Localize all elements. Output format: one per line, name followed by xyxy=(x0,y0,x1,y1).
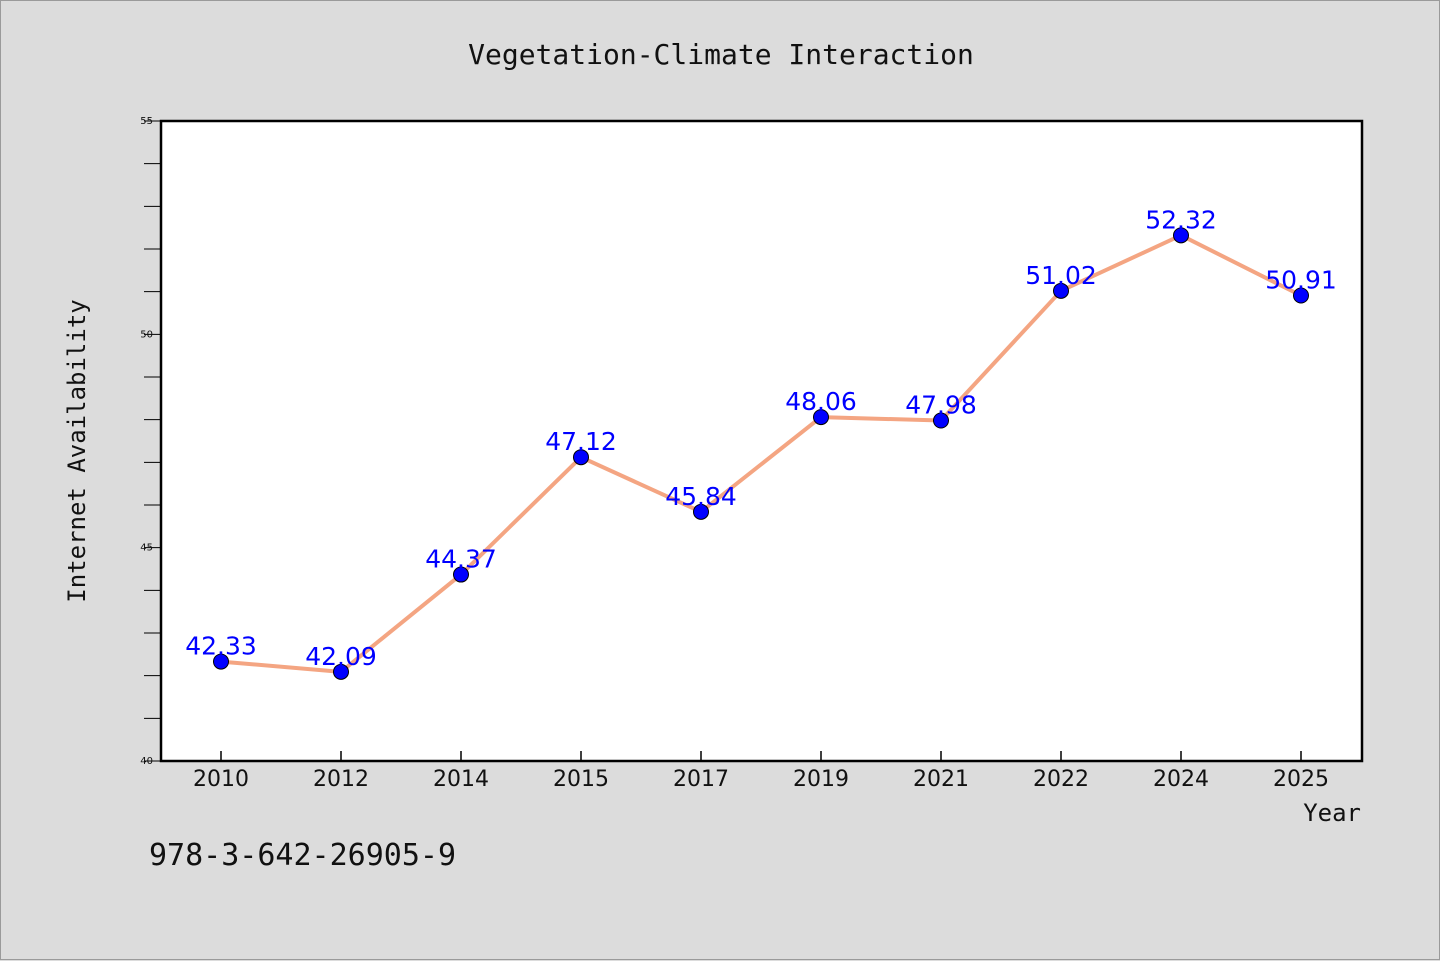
data-label: 47.98 xyxy=(905,391,977,420)
data-point xyxy=(933,412,949,429)
data-label: 42.33 xyxy=(185,632,257,661)
x-axis: 2010 2012 2014 2015 2017 2019 2021 2022 2024 2025 xyxy=(193,751,1329,792)
x-tick-label: 2022 xyxy=(1033,767,1089,792)
data-label: 47.12 xyxy=(545,427,617,456)
chart-title: Vegetation-Climate Interaction xyxy=(468,38,974,71)
x-axis-label: Year xyxy=(1303,799,1361,827)
series-line xyxy=(219,233,1303,674)
x-tick-label: 2017 xyxy=(673,767,729,792)
y-tick-label: 45 xyxy=(140,543,153,554)
data-point xyxy=(213,653,229,670)
y-tick-label: 40 xyxy=(140,756,153,767)
data-point xyxy=(1053,282,1069,299)
data-label: 42.09 xyxy=(305,642,377,671)
x-tick-label: 2014 xyxy=(433,767,489,792)
y-axis-label: Internet Availability xyxy=(63,299,91,602)
data-label: 51.02 xyxy=(1025,261,1097,290)
x-tick-label: 2019 xyxy=(793,767,849,792)
data-point xyxy=(453,566,469,583)
x-tick-label: 2012 xyxy=(313,767,369,792)
data-point xyxy=(1173,227,1189,244)
data-label: 44.37 xyxy=(425,545,497,574)
series-layer: 42.33 42.09 44.37 47.12 45.84 48.06 47.98 51.02… xyxy=(185,205,1337,680)
data-label: 52.32 xyxy=(1145,205,1217,234)
x-tick-label: 2015 xyxy=(553,767,609,792)
data-point xyxy=(1293,287,1309,304)
data-point xyxy=(573,449,589,466)
data-label: 45.84 xyxy=(665,482,737,511)
x-tick-label: 2024 xyxy=(1153,767,1209,792)
isbn-footer: 978-3-642-26905-9 xyxy=(149,838,456,873)
y-tick-label: 55 xyxy=(140,116,153,127)
x-tick-label: 2025 xyxy=(1273,767,1329,792)
y-tick-label: 50 xyxy=(140,329,153,340)
data-label: 50.91 xyxy=(1265,266,1337,295)
data-point xyxy=(813,409,829,426)
data-point xyxy=(693,503,709,520)
data-point xyxy=(333,663,349,680)
x-tick-label: 2010 xyxy=(193,767,249,792)
data-label: 48.06 xyxy=(785,387,857,416)
x-tick-label: 2021 xyxy=(913,767,969,792)
y-axis: 40 45 50 55 xyxy=(140,116,161,767)
